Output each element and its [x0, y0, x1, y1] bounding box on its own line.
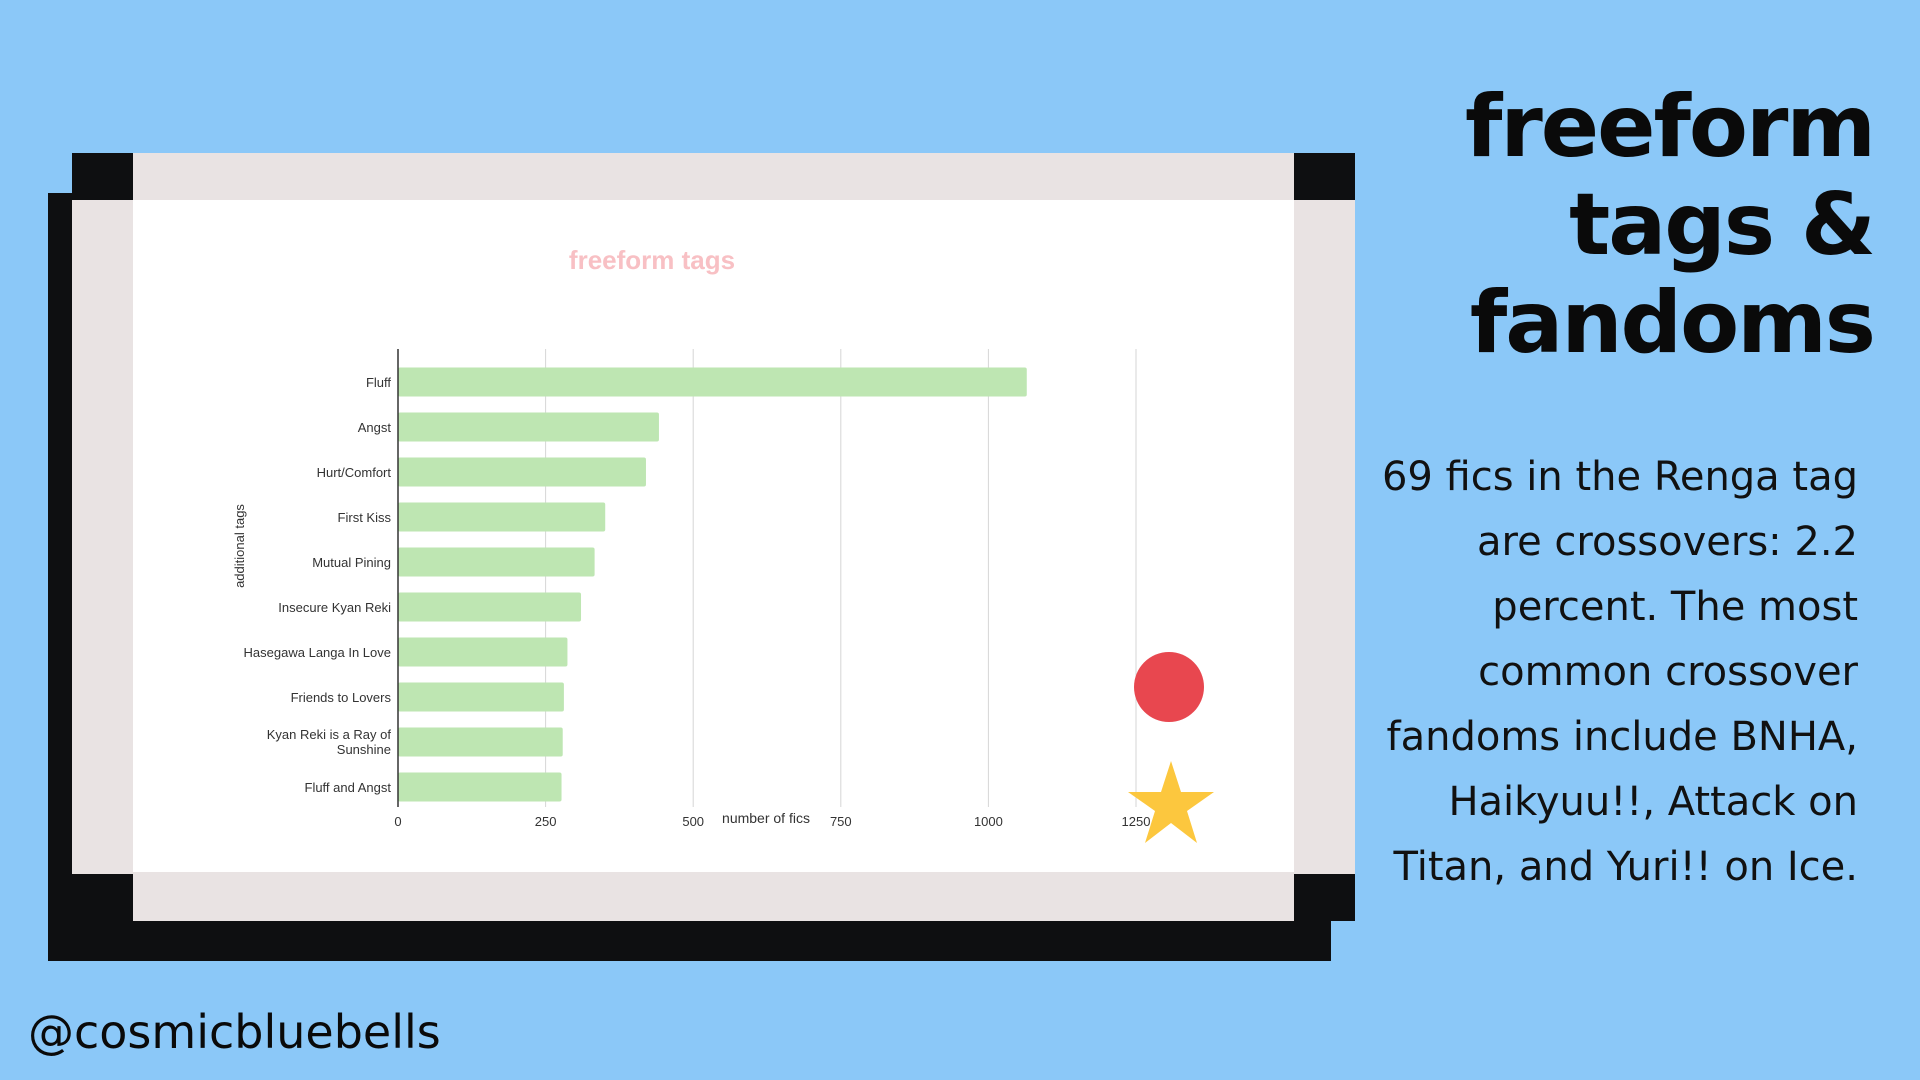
frame-corner-bottom-left [72, 874, 133, 921]
bar-6 [398, 637, 568, 667]
category-label-1: Angst [358, 420, 392, 435]
x-tick-labels: 0 250 500 750 1000 1250 [394, 814, 1150, 829]
x-tick-label-250: 250 [535, 814, 557, 829]
bar-9 [398, 772, 562, 802]
chart-title: freeform tags [569, 245, 735, 275]
x-tick-label-1000: 1000 [974, 814, 1003, 829]
category-label-5: Insecure Kyan Reki [278, 600, 391, 615]
description-text: 69 fics in the Renga tag are crossovers:… [1381, 454, 1858, 890]
bar-0 [398, 367, 1027, 397]
frame-corner-top-left [72, 153, 133, 200]
x-axis-label: number of fics [722, 810, 810, 826]
bar-8 [398, 727, 563, 757]
red-circle-icon [1134, 652, 1204, 722]
page-heading: freeform tags & fandoms [1414, 77, 1876, 373]
heading-line-1: freeform [1464, 77, 1876, 177]
x-tick-label-1250: 1250 [1122, 814, 1151, 829]
category-label-8: Kyan Reki is a Ray of Sunshine [267, 727, 392, 757]
category-label-2: Hurt/Comfort [317, 465, 392, 480]
bar-chart: freeform tags Fluff Angst Hurt/Comfort Firs… [232, 245, 1150, 829]
heading-line-2: tags & [1569, 175, 1876, 275]
category-label-4: Mutual Pining [312, 555, 391, 570]
category-label-6: Hasegawa Langa In Love [244, 645, 391, 660]
heading-line-3: fandoms [1469, 273, 1876, 373]
chart-card: freeform tags Fluff Angst Hurt/Comfort Firs… [133, 200, 1294, 872]
bar-7 [398, 682, 564, 712]
category-label-0: Fluff [366, 375, 391, 390]
author-handle: @cosmicbluebells [28, 1005, 441, 1059]
bar-4 [398, 547, 595, 577]
chart-bars [398, 367, 1027, 802]
x-tick-label-500: 500 [682, 814, 704, 829]
category-label-7: Friends to Lovers [291, 690, 392, 705]
category-labels: Fluff Angst Hurt/Comfort First Kiss Mutual P… [244, 375, 392, 795]
category-label-9: Fluff and Angst [305, 780, 392, 795]
x-tick-label-750: 750 [830, 814, 852, 829]
bar-1 [398, 412, 659, 442]
x-tick-label-0: 0 [394, 814, 401, 829]
chart-frame: freeform tags Fluff Angst Hurt/Comfort Firs… [72, 153, 1355, 921]
bar-5 [398, 592, 582, 622]
frame-corner-bottom-right [1294, 874, 1355, 921]
category-label-3: First Kiss [338, 510, 392, 525]
frame-corner-top-right [1294, 153, 1355, 200]
bar-2 [398, 457, 646, 487]
bar-3 [398, 502, 606, 532]
star-icon [1128, 761, 1214, 843]
y-axis-label: additional tags [232, 504, 247, 588]
